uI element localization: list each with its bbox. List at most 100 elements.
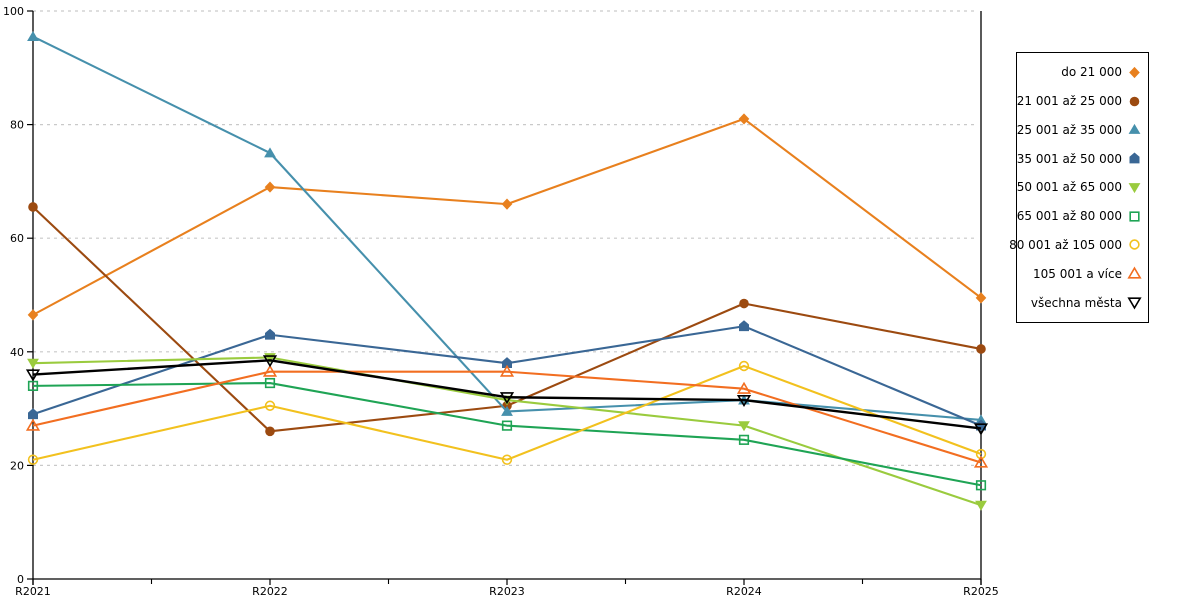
square-marker-icon	[1129, 211, 1140, 222]
legend-label: všechna města	[1030, 295, 1122, 310]
circle-marker-icon	[976, 344, 986, 354]
data-point	[739, 298, 749, 309]
axis-tick-labels: 0 20 40 60 80 100 R2021 R2022 R2023 R2024 R2025	[3, 5, 999, 598]
square-marker-icon	[975, 480, 987, 491]
data-point	[27, 380, 39, 391]
triangle-up-marker-icon	[973, 455, 989, 468]
legend-item-8: všechna města	[1021, 295, 1142, 310]
data-point	[501, 454, 513, 465]
triangle-up-marker-icon	[736, 381, 752, 394]
legend-label: 21 001 až 25 000	[1016, 94, 1122, 109]
x-tick-label: R2021	[15, 585, 51, 598]
x-tick-label: R2022	[252, 585, 288, 598]
data-point	[975, 500, 987, 511]
data-point	[27, 358, 39, 369]
circle-marker-icon	[27, 454, 39, 465]
triangle-down-marker-icon	[736, 394, 752, 408]
square-marker-icon	[264, 377, 276, 389]
data-point	[499, 364, 515, 377]
circle-marker-icon	[501, 454, 513, 465]
legend-item-0: do 21 000	[1021, 65, 1142, 80]
data-point	[738, 360, 750, 372]
data-point	[502, 357, 512, 369]
pentagon-marker-icon	[502, 357, 512, 369]
triangle-up-marker-icon	[264, 147, 276, 158]
circle-marker-icon	[1129, 239, 1140, 251]
y-tick-label: 80	[10, 119, 24, 132]
legend-marker-icon	[1127, 266, 1142, 279]
x-tick-label: R2025	[963, 585, 999, 598]
legend-item-2: 25 001 až 35 000	[1017, 122, 1142, 137]
circle-marker-icon	[1129, 96, 1140, 106]
square-marker-icon	[27, 380, 39, 391]
data-point	[27, 30, 39, 41]
triangle-up-marker-icon	[25, 418, 41, 431]
pentagon-marker-icon	[1129, 152, 1140, 164]
legend-label: 35 001 až 50 000	[1016, 151, 1122, 166]
legend-marker-icon	[1129, 211, 1140, 222]
triangle-up-marker-icon	[262, 364, 278, 377]
legend-label: 50 001 až 65 000	[1016, 180, 1122, 195]
legend-label: 65 001 až 80 000	[1016, 209, 1122, 224]
legend-label: 105 001 a více	[1032, 266, 1122, 281]
triangle-up-marker-icon	[499, 364, 515, 377]
pentagon-marker-icon	[265, 328, 275, 340]
diamond-marker-icon	[264, 181, 276, 193]
y-tick-label: 60	[10, 232, 24, 245]
data-point	[499, 392, 515, 405]
series-line-4	[32, 356, 982, 507]
data-point	[28, 202, 38, 212]
legend-item-3: 35 001 až 50 000	[1017, 151, 1142, 166]
series-line-7	[32, 370, 982, 464]
circle-marker-icon	[739, 298, 749, 309]
triangle-up-marker-icon	[501, 405, 513, 416]
data-point	[264, 181, 276, 193]
y-tick-label: 100	[3, 5, 24, 18]
triangle-down-marker-icon	[975, 500, 987, 511]
data-point	[265, 426, 275, 437]
triangle-down-marker-icon	[27, 358, 39, 369]
legend-label: 80 001 až 105 000	[1009, 237, 1122, 252]
triangle-up-marker-icon	[1127, 266, 1142, 279]
series-lines	[25, 30, 989, 511]
circle-marker-icon	[264, 400, 276, 411]
data-point	[27, 309, 39, 321]
triangle-down-marker-icon	[973, 423, 989, 436]
triangle-down-marker-icon	[262, 355, 278, 368]
gridlines	[33, 10, 976, 466]
legend-item-4: 50 001 až 65 000	[1017, 180, 1142, 195]
triangle-down-marker-icon	[738, 421, 750, 432]
series-line-8	[32, 359, 982, 430]
series-line-6	[32, 364, 982, 461]
data-point	[973, 455, 989, 468]
legend-marker-icon	[1129, 96, 1140, 106]
x-tick-label: R2023	[489, 585, 525, 598]
square-marker-icon	[501, 420, 513, 431]
data-point	[976, 344, 986, 354]
data-point	[264, 377, 276, 389]
triangle-down-marker-icon	[1127, 297, 1142, 310]
diamond-marker-icon	[501, 198, 513, 210]
legend-box: do 21 000 21 001 až 25 000 25 001 až 35 00…	[1009, 52, 1149, 323]
data-point	[736, 394, 752, 408]
legend-label: 25 001 až 35 000	[1016, 122, 1122, 137]
series-line-0	[32, 117, 982, 316]
data-point	[736, 381, 752, 394]
data-point	[264, 400, 276, 411]
data-point	[262, 355, 278, 368]
triangle-down-marker-icon	[25, 369, 41, 382]
triangle-down-marker-icon	[499, 392, 515, 405]
data-point	[738, 421, 750, 432]
square-marker-icon	[738, 434, 750, 445]
triangle-up-marker-icon	[1128, 124, 1141, 135]
triangle-down-marker-icon	[1128, 183, 1141, 194]
data-point	[738, 434, 750, 445]
pentagon-marker-icon	[28, 408, 38, 420]
data-point	[501, 405, 513, 416]
data-point	[501, 198, 513, 210]
series-line-5	[32, 381, 982, 487]
data-point	[25, 369, 41, 382]
data-point	[25, 418, 41, 431]
data-point	[739, 320, 749, 332]
